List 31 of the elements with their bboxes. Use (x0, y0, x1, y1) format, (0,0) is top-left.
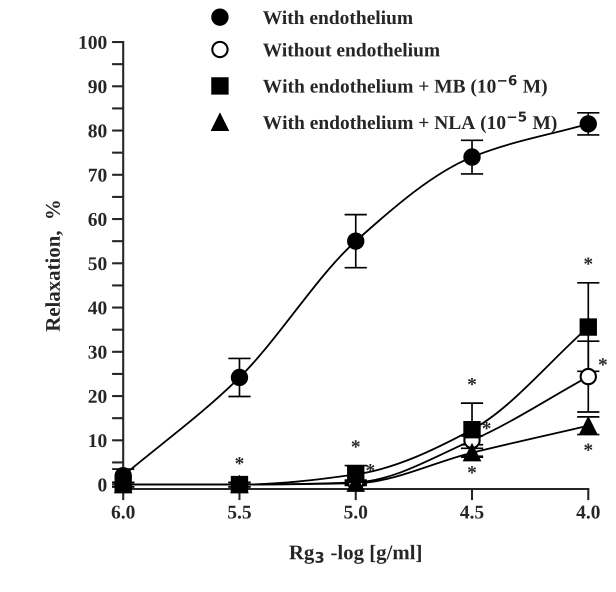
legend-label: With endothelium (262, 10, 413, 24)
annotation: * (584, 257, 592, 265)
legend-label: Without endothelium (262, 42, 440, 57)
annotation: * (366, 464, 374, 472)
x-tick-label: 5.5 (228, 506, 251, 519)
x-axis-title: Rg$_{3}$ -log [g/ml] (289, 544, 421, 564)
annotation: * (352, 440, 360, 448)
legend-label: With endothelium + MB (10$^{−6}$ M) (262, 75, 547, 97)
y-tick-label: 90 (88, 80, 106, 94)
y-tick-label: 80 (88, 124, 106, 138)
y-tick-label: 70 (88, 168, 106, 182)
annotation: * (584, 444, 592, 451)
x-tick-label: 5.0 (344, 506, 368, 519)
annotation: * (482, 422, 491, 430)
y-tick-label: 100 (80, 36, 106, 49)
x-tick-label: 4.0 (576, 506, 600, 519)
annotation: * (598, 358, 607, 366)
y-tick-label: 60 (88, 212, 106, 226)
y-axis-title: Relaxation, % (45, 201, 63, 332)
y-tick-label: 20 (88, 390, 106, 403)
legend-label: With endothelium + NLA (10$^{−5}$ M) (262, 112, 556, 134)
x-tick-label: 6.0 (112, 506, 135, 519)
y-tick-label: 10 (89, 434, 106, 448)
x-tick-label: 4.5 (460, 506, 484, 519)
y-tick-label: 40 (88, 301, 106, 314)
annotation: * (468, 466, 476, 474)
y-tick-label: 0 (98, 478, 106, 492)
annotation: * (235, 457, 244, 464)
y-tick-label: 50 (88, 257, 106, 270)
annotation: * (468, 378, 476, 386)
y-tick-label: 30 (88, 346, 106, 359)
